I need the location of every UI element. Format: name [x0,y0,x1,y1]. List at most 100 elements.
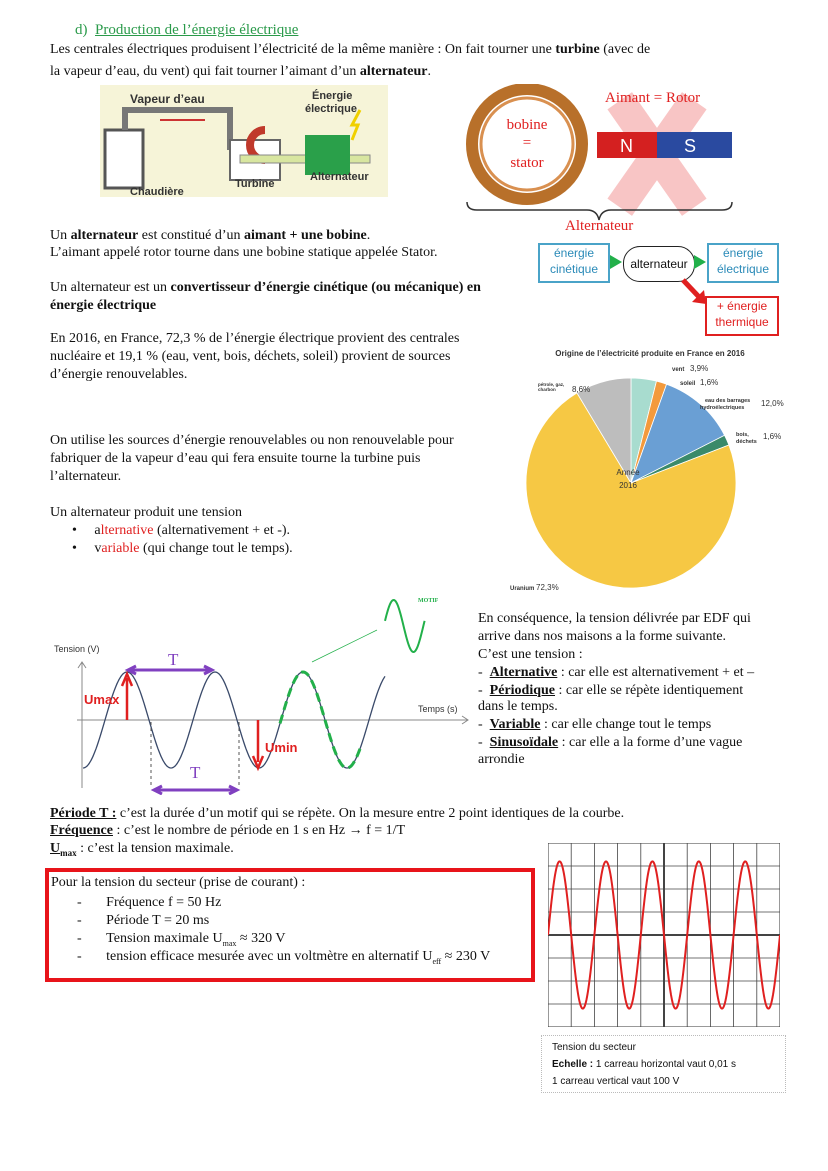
y-axis [77,661,87,788]
definition-frequence: Fréquence : c’est le nombre de période e… [50,823,406,838]
sine-wave-diagram: Tension (V) Temps (s) MOTIF T T Umax Umi… [54,598,469,795]
svg-text:stator: stator [510,155,543,171]
mains-voltage-curve [548,860,780,1010]
kinetic-energy-box: énergie cinétique [538,243,610,283]
umax-label: Umax [84,692,120,707]
pie-slice-uranium [525,392,737,589]
svg-text:Énergie: Énergie [312,89,352,102]
slice-value: 12,0% [761,399,784,408]
x-axis-label: Temps (s) [418,704,458,714]
oscilloscope-screen [548,843,780,1027]
slice-label-uranium: Uranium [510,586,534,592]
svg-text:électrique: électrique [305,103,357,115]
period-arrow-bottom [150,784,241,795]
secteur-item: - Fréquence f = 50 Hz [77,895,222,910]
slice-label-vent: vent [672,367,684,373]
y-axis-label: Tension (V) [54,644,100,654]
property-sinusoidale-cont: arrondie [478,752,525,767]
consequence-line-2: arrive dans nos maisons a la forme suiva… [478,629,727,644]
slice-value: 8,6% [572,385,590,394]
intro-line-2: la vapeur d’eau, du vent) qui fait tourn… [50,64,431,79]
stats-line-2: nucléaire et 19,1 % (eau, vent, bois, dé… [50,349,451,364]
svg-text:Chaudière: Chaudière [130,186,184,197]
svg-text:Turbine: Turbine [235,178,275,190]
slice-value: 1,6% [700,378,718,387]
property-alternative: - Alternative : car elle est alternative… [478,665,755,680]
slice-label-eau: eau des barrages hydroélectriques [700,398,750,411]
caption-scale-h: Echelle : 1 carreau horizontal vaut 0,01… [552,1059,737,1070]
slice-value: 72,3% [536,583,559,592]
stats-line-1: En 2016, en France, 72,3 % de l’énergie … [50,331,460,346]
intro-line-1: Les centrales électriques produisent l’é… [50,42,651,57]
center-label: 2016 [619,481,637,490]
thermal-energy-box: + énergie thermique [705,296,779,336]
motif-highlight [278,670,362,770]
svg-text:=: = [523,135,531,151]
stats-line-3: d’énergie renouvelables. [50,367,188,382]
definition-periode: Période T : c’est la durée d’un motif qu… [50,806,625,821]
svg-text:bobine: bobine [507,117,548,133]
svg-text:S: S [684,136,696,156]
slice-label-petrole: pétrole, gaz, charbon [538,382,564,392]
chart-title: Origine de l’électricité produite en Fra… [555,349,745,358]
umin-arrow [251,720,265,772]
property-sinusoidale: - Sinusoïdale : car elle a la forme d’un… [478,735,743,750]
section-heading: d) Production de l’énergie électrique [75,21,298,39]
slice-value: 1,6% [763,432,781,441]
motif-label: MOTIF [418,598,439,604]
oscilloscope-caption: Tension du secteur Echelle : 1 carreau h… [541,1035,786,1093]
slice-label-bois: bois, déchets [736,432,757,445]
secteur-box: Pour la tension du secteur (prise de cou… [45,868,535,982]
caption-scale-v: 1 carreau vertical vaut 100 V [552,1076,680,1087]
steam-turbine-diagram: Vapeur d’eau Énergie électrique Turbine … [100,85,388,197]
converter-line-2: énergie électrique [50,298,157,313]
usage-line-3: l’alternateur. [50,469,122,484]
svg-text:Aimant = Rotor: Aimant = Rotor [605,90,700,106]
slice-label-soleil: soleil [680,381,696,387]
usage-line-1: On utilise les sources d’énergie renouve… [50,433,454,448]
umax-arrow [120,670,134,720]
composition-line-1: Un alternateur est constitué d’un aimant… [50,228,371,243]
period-arrow-top [124,664,216,676]
property-periodique-cont: dans le temps. [478,699,558,714]
alternator-node: alternateur [623,246,695,282]
period-label: T [190,763,201,782]
arrow-icon [610,255,622,269]
slice-value: 3,9% [690,364,708,373]
secteur-item: - tension efficace mesurée avec un voltm… [77,949,491,966]
bullet-alternative: • alternative (alternativement + et -). [72,523,291,538]
pie-slice-pétrole [576,377,632,485]
secteur-item: - Tension maximale Umax ≈ 320 V [77,931,286,948]
usage-line-2: fabriquer de la vapeur d’eau qui fera en… [50,451,421,466]
center-label: Année [616,468,640,477]
converter-line-1: Un alternateur est un convertisseur d’én… [50,280,481,295]
secteur-title: Pour la tension du secteur (prise de cou… [51,875,306,890]
definition-umax: Umax : c’est la tension maximale. [50,841,234,858]
motif-arrow [311,629,378,663]
period-label: T [168,650,179,669]
bullet-variable: • variable (qui change tout le temps). [72,541,293,556]
pie-slice-eau [630,383,726,484]
arrow-icon [694,255,706,269]
property-variable: - Variable : car elle change tout le tem… [478,717,712,732]
secteur-item: - Période T = 20 ms [77,913,210,928]
svg-text:Alternateur: Alternateur [310,171,369,183]
electric-energy-box: énergie électrique [707,243,779,283]
consequence-line-1: En conséquence, la tension délivrée par … [478,611,751,626]
svg-text:Alternateur: Alternateur [565,218,633,234]
caption-title: Tension du secteur [552,1042,636,1053]
composition-line-2: L’aimant appelé rotor tourne dans une bo… [50,245,438,260]
motif-curve [384,598,426,654]
consequence-line-3: C’est une tension : [478,647,583,662]
property-periodique: - Périodique : car elle se répète identi… [478,683,744,698]
section-title: Production de l’énergie électrique [95,22,299,38]
section-number: d) [75,22,88,38]
svg-text:Vapeur d’eau: Vapeur d’eau [130,92,205,106]
pie-chart: Origine de l’électricité produite en Fra… [510,349,784,592]
alternator-illustration: N S Aimant = Rotor bobine = stator Alter… [466,84,733,234]
svg-text:N: N [620,136,633,156]
umin-label: Umin [265,740,298,755]
tension-intro: Un alternateur produit une tension [50,505,243,520]
x-axis [77,715,469,725]
